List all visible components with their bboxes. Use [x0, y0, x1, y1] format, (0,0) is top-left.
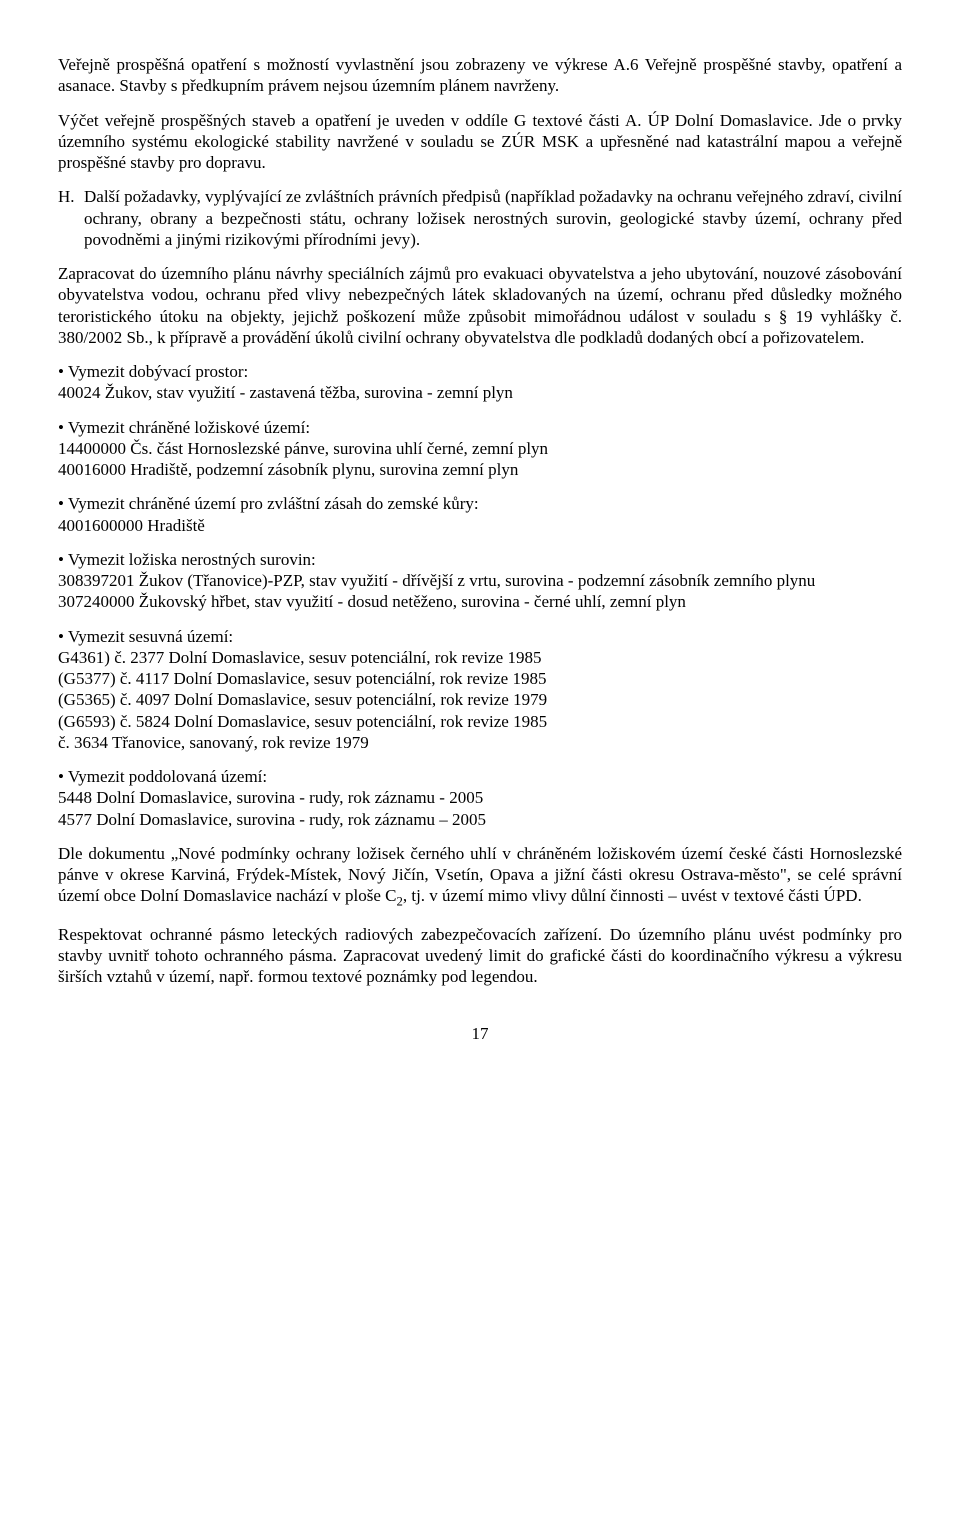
page-number: 17 [58, 1023, 902, 1044]
bullet-dobyvaci-line1: 40024 Žukov, stav využití - zastavená tě… [58, 382, 902, 403]
section-h-body: Další požadavky, vyplývající ze zvláštní… [84, 186, 902, 250]
bullet-dobyvaci-title: Vymezit dobývací prostor: [58, 361, 902, 382]
bullet-sesuvy-l1: G4361) č. 2377 Dolní Domaslavice, sesuv … [58, 647, 902, 668]
bullet-sesuvy-title: Vymezit sesuvná území: [58, 626, 902, 647]
para-respektovat: Respektovat ochranné pásmo leteckých rad… [58, 924, 902, 988]
bullet-loziska-line2: 307240000 Žukovský hřbet, stav využití -… [58, 591, 902, 612]
bullet-chlu-title: Vymezit chráněné ložiskové území: [58, 417, 902, 438]
intro-paragraph-2: Výčet veřejně prospěšných staveb a opatř… [58, 110, 902, 174]
bullet-zasah-line1: 4001600000 Hradiště [58, 515, 902, 536]
bullet-chlu-line2: 40016000 Hradiště, podzemní zásobník ply… [58, 459, 902, 480]
section-h: H. Další požadavky, vyplývající ze zvláš… [58, 186, 902, 250]
bullet-loziska-title: Vymezit ložiska nerostných surovin: [58, 549, 902, 570]
para-dle-dokumentu: Dle dokumentu „Nové podmínky ochrany lož… [58, 843, 902, 911]
intro-paragraph-1: Veřejně prospěšná opatření s možností vy… [58, 54, 902, 97]
bullet-loziska-line1: 308397201 Žukov (Třanovice)-PZP, stav vy… [58, 570, 902, 591]
bullet-sesuvy-l2: (G5377) č. 4117 Dolní Domaslavice, sesuv… [58, 668, 902, 689]
bullet-poddol-l1: 5448 Dolní Domaslavice, surovina - rudy,… [58, 787, 902, 808]
bullet-poddol-title: Vymezit poddolovaná území: [58, 766, 902, 787]
bullet-sesuvy-l5: č. 3634 Třanovice, sanovaný, rok revize … [58, 732, 902, 753]
bullet-sesuvy-l4: (G6593) č. 5824 Dolní Domaslavice, sesuv… [58, 711, 902, 732]
bullet-poddol-l2: 4577 Dolní Domaslavice, surovina - rudy,… [58, 809, 902, 830]
bullet-chlu-line1: 14400000 Čs. část Hornoslezské pánve, su… [58, 438, 902, 459]
para-zapracovat: Zapracovat do územního plánu návrhy spec… [58, 263, 902, 348]
para-dle-post: , tj. v území mimo vlivy důlní činnosti … [403, 886, 862, 905]
section-h-letter: H. [58, 186, 84, 250]
bullet-zasah-title: Vymezit chráněné území pro zvláštní zása… [58, 493, 902, 514]
bullet-sesuvy-l3: (G5365) č. 4097 Dolní Domaslavice, sesuv… [58, 689, 902, 710]
